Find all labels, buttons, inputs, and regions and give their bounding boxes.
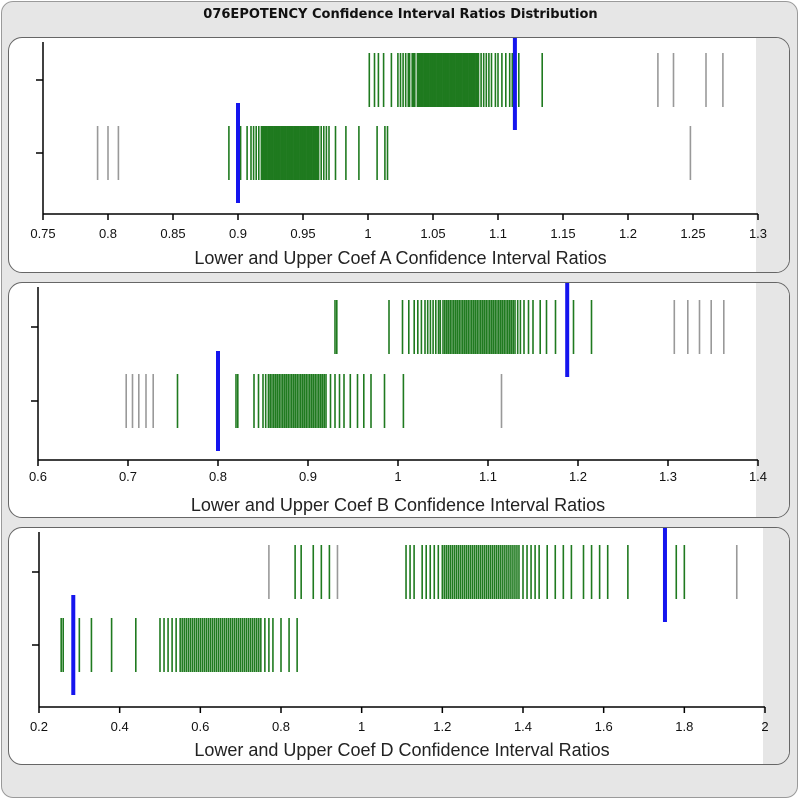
x-tick-label: 1: [358, 719, 365, 734]
x-tick-label: 1.2: [569, 469, 587, 484]
x-tick-label: 0.8: [272, 719, 290, 734]
coef-a-strip-plot: 0.75 0.8 0.85 0.9 0.95 1 1.05 1.1 1.15 1.2 1.25 1.3…: [30, 38, 767, 268]
x-tick-label: 1.4: [749, 469, 767, 484]
x-tick-label: 1.3: [749, 226, 767, 241]
x-tick-label: 1.6: [595, 719, 613, 734]
x-tick-label: 0.2: [30, 719, 48, 734]
plot-margin: [756, 38, 789, 272]
x-tick-label: 0.9: [229, 226, 247, 241]
x-axis-label: Lower and Upper Coef D Confidence Interv…: [194, 740, 609, 760]
coef-d-panel: 0.2 0.4 0.6 0.8 1 1.2 1.4 1.6 1.8 2 Lower and Uppe…: [8, 527, 790, 765]
x-tick-label: 0.4: [111, 719, 129, 734]
plot-margin: [763, 528, 789, 764]
x-tick-label: 1.1: [489, 226, 507, 241]
x-axis-label: Lower and Upper Coef B Confidence Interv…: [191, 495, 605, 515]
coef-d-strip-plot: 0.2 0.4 0.6 0.8 1 1.2 1.4 1.6 1.8 2 Lower and Uppe…: [30, 528, 769, 760]
x-tick-label: 1.1: [479, 469, 497, 484]
x-tick-label: 1.2: [619, 226, 637, 241]
x-tick-label: 1.3: [659, 469, 677, 484]
x-tick-label: 0.75: [30, 226, 55, 241]
plot-margin: [756, 283, 789, 517]
x-tick-label: 1.4: [514, 719, 532, 734]
x-tick-label: 1.25: [680, 226, 705, 241]
x-tick-label: 0.8: [209, 469, 227, 484]
x-tick-label: 0.7: [119, 469, 137, 484]
x-tick-label: 0.85: [160, 226, 185, 241]
x-tick-label: 1.2: [433, 719, 451, 734]
x-tick-label: 0.6: [191, 719, 209, 734]
x-tick-label: 1.8: [675, 719, 693, 734]
x-tick-label: 1: [364, 226, 371, 241]
x-tick-label: 1.15: [550, 226, 575, 241]
x-tick-label: 0.8: [99, 226, 117, 241]
x-tick-label: 0.95: [290, 226, 315, 241]
chart-title: 076EPOTENCY Confidence Interval Ratios D…: [203, 7, 598, 22]
x-tick-label: 0.9: [299, 469, 317, 484]
x-axis-label: Lower and Upper Coef A Confidence Interv…: [194, 248, 606, 268]
coef-a-panel: 0.75 0.8 0.85 0.9 0.95 1 1.05 1.1 1.15 1.2 1.25 1.3…: [8, 37, 790, 273]
coef-b-strip-plot: 0.6 0.7 0.8 0.9 1 1.1 1.2 1.3 1.4 Lower and Upper…: [29, 283, 767, 515]
coef-b-panel: 0.6 0.7 0.8 0.9 1 1.1 1.2 1.3 1.4 Lower and Upper…: [8, 282, 790, 518]
x-tick-label: 2: [761, 719, 768, 734]
x-tick-label: 0.6: [29, 469, 47, 484]
x-tick-label: 1: [394, 469, 401, 484]
x-tick-label: 1.05: [420, 226, 445, 241]
